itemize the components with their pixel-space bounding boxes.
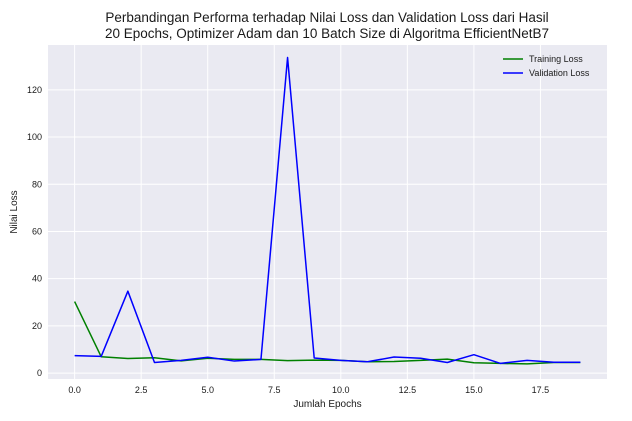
- x-tick-label: 5.0: [201, 385, 214, 395]
- y-tick-label: 60: [32, 226, 42, 236]
- legend-label: Validation Loss: [529, 68, 590, 78]
- chart-title-line: Perbandingan Performa terhadap Nilai Los…: [105, 10, 548, 25]
- y-tick-label: 120: [27, 85, 42, 95]
- y-tick-label: 0: [37, 368, 42, 378]
- x-tick-label: 0.0: [68, 385, 81, 395]
- y-axis-label: Nilai Loss: [9, 190, 20, 233]
- series-line-validation-loss: [74, 56, 581, 365]
- x-tick-label: 17.5: [532, 385, 550, 395]
- x-tick-label: 10.0: [332, 385, 350, 395]
- legend: Training Loss Validation Loss: [503, 54, 590, 78]
- legend-label: Training Loss: [529, 54, 583, 64]
- chart-title-line: 20 Epochs, Optimizer Adam dan 10 Batch S…: [105, 26, 549, 41]
- plot-area: [48, 45, 607, 379]
- series-line-training-loss: [73, 301, 581, 365]
- y-tick-label: 20: [32, 321, 42, 331]
- y-tick-label: 40: [32, 274, 42, 284]
- y-tick-label: 80: [32, 179, 42, 189]
- x-tick-label: 2.5: [135, 385, 148, 395]
- y-tick-label: 100: [27, 132, 42, 142]
- x-tick-label: 12.5: [399, 385, 417, 395]
- x-tick-label: 7.5: [268, 385, 281, 395]
- x-axis-label: Jumlah Epochs: [293, 399, 361, 410]
- x-tick-label: 15.0: [465, 385, 483, 395]
